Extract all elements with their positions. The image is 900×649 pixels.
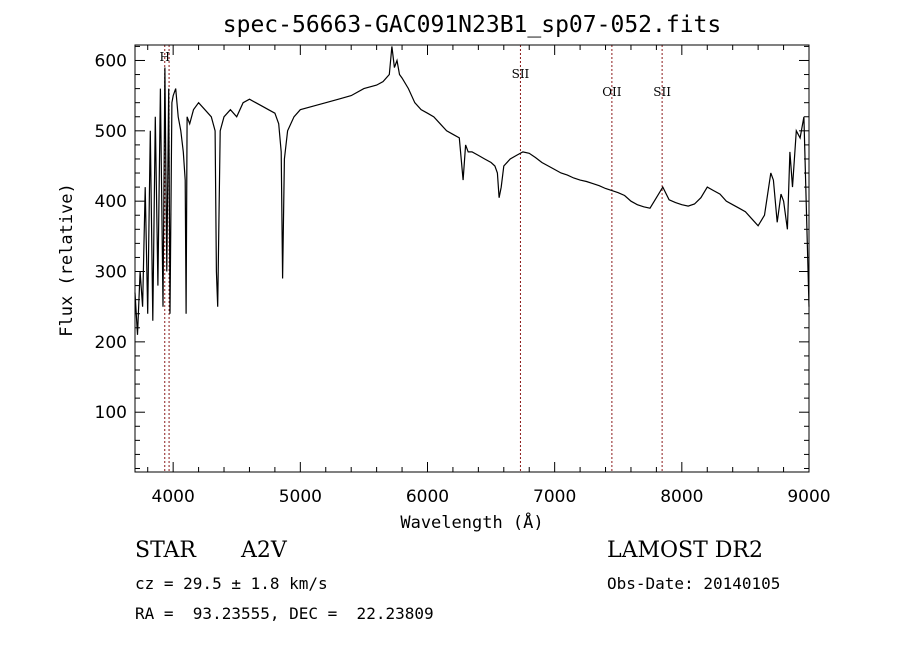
line-marks-layer: H SII OII SII	[160, 45, 671, 472]
y-tick-label: 300	[95, 263, 127, 283]
line-mark-label-4: SII	[653, 85, 671, 99]
sky-coordinates: RA = 93.23555, DEC = 22.23809	[135, 604, 434, 623]
line-mark-label-3: OII	[602, 85, 622, 99]
object-subclass: A2V	[241, 538, 287, 563]
line-mark-label-0: H	[160, 50, 170, 64]
x-tick-label: 8000	[660, 487, 703, 507]
y-tick-label: 600	[95, 51, 127, 71]
line-mark-label-2: SII	[512, 67, 530, 81]
redshift-velocity: cz = 29.5 ± 1.8 km/s	[135, 574, 328, 593]
x-tick-label: 7000	[533, 487, 576, 507]
ticks-layer: 4000 5000 6000 7000 8000 9000 100 200 300 400 500 6…	[95, 45, 831, 507]
x-axis-label: Wavelength (Å)	[400, 511, 543, 533]
observation-date: Obs-Date: 20140105	[607, 574, 781, 593]
x-tick-label: 6000	[406, 487, 449, 507]
plot-frame	[134, 44, 810, 473]
chart-title: spec-56663-GAC091N23B1_sp07-052.fits	[223, 12, 722, 38]
x-tick-label: 9000	[787, 487, 830, 507]
y-axis-label: Flux (relative)	[57, 183, 77, 337]
x-tick-label: 5000	[279, 487, 322, 507]
y-tick-label: 500	[95, 122, 127, 142]
spectrum-series-line	[134, 46, 810, 335]
object-class: STAR	[135, 538, 196, 563]
survey-name: LAMOST DR2	[607, 538, 763, 563]
x-tick-label: 4000	[152, 487, 195, 507]
y-tick-label: 100	[95, 403, 127, 423]
y-tick-label: 400	[95, 192, 127, 212]
y-tick-label: 200	[95, 333, 127, 353]
